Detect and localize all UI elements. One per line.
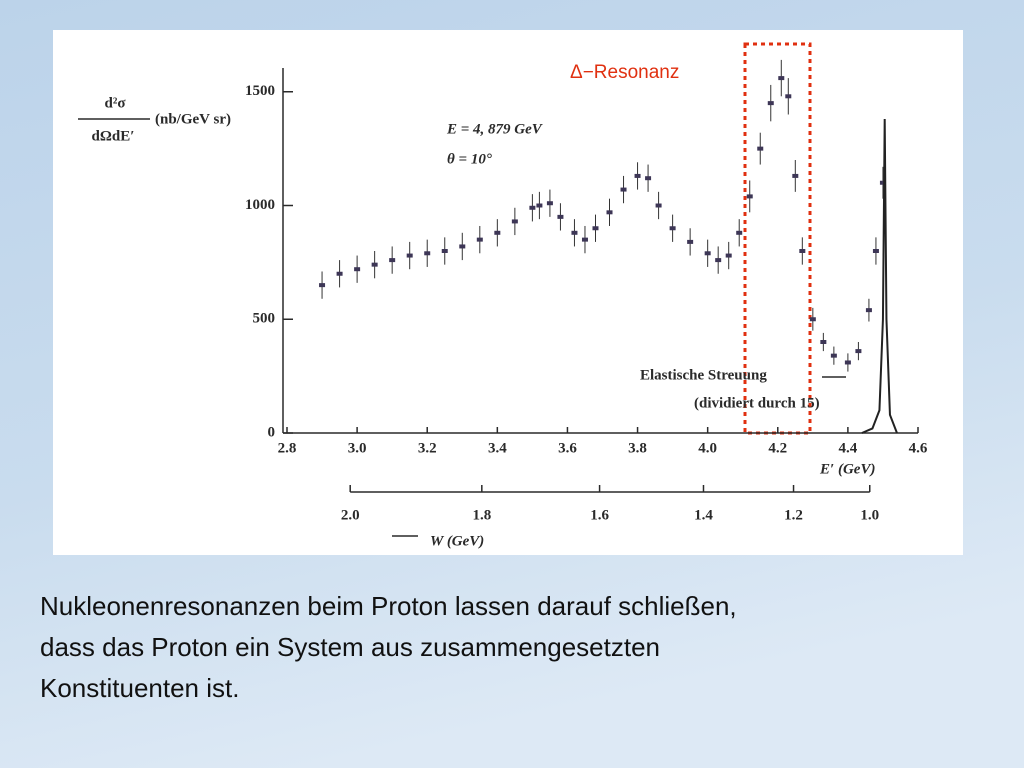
data-point	[879, 180, 886, 185]
highlight-label: Δ−Resonanz	[570, 62, 679, 83]
data-point	[655, 203, 662, 208]
data-point	[855, 349, 862, 354]
x-tick-label: 2.8	[278, 440, 297, 456]
data-point	[687, 239, 694, 244]
data-point	[844, 360, 851, 365]
data-point	[571, 230, 578, 235]
x-tick-label: 3.8	[628, 440, 647, 456]
y-tick-label: 500	[253, 311, 276, 327]
data-point	[546, 201, 553, 206]
x-tick-label: 3.4	[488, 440, 507, 456]
data-point	[725, 253, 732, 258]
data-point	[529, 205, 536, 210]
x2-tick-label: 1.8	[472, 507, 491, 523]
caption-line: Nukleonenresonanzen beim Proton lassen d…	[40, 591, 737, 621]
data-point	[557, 214, 564, 219]
data-point	[785, 94, 792, 99]
x2-tick-label: 1.4	[694, 507, 713, 523]
data-point	[371, 262, 378, 267]
data-point	[809, 317, 816, 322]
data-point	[606, 210, 613, 215]
data-point	[645, 176, 652, 181]
y-label-denominator: dΩdE′	[92, 128, 135, 144]
data-point	[536, 203, 543, 208]
x2-tick-label: 1.2	[784, 507, 803, 523]
annotation-elastic-2: (dividiert durch 15)	[694, 395, 820, 411]
elastic-peak	[861, 119, 898, 434]
x2-tick-label: 1.0	[860, 507, 879, 523]
x-tick-label: 4.2	[768, 440, 787, 456]
data-point	[792, 173, 799, 178]
y-tick-label: 1000	[245, 197, 275, 213]
data-point	[511, 219, 518, 224]
caption-line: Konstituenten ist.	[40, 673, 239, 703]
data-point	[406, 253, 413, 258]
data-point	[746, 194, 753, 199]
highlight-box	[743, 42, 812, 435]
data-point	[494, 230, 501, 235]
data-point	[424, 251, 431, 256]
x2-tick-label: 1.6	[590, 507, 609, 523]
x-tick-label: 3.0	[348, 440, 367, 456]
data-point	[319, 283, 326, 288]
data-point	[389, 258, 396, 263]
data-point	[872, 249, 879, 253]
data-point	[592, 226, 599, 231]
y-tick-label: 0	[268, 424, 276, 440]
data-point	[620, 187, 627, 192]
annotation-elastic: Elastische Streuung	[640, 367, 767, 383]
data-point	[476, 237, 483, 242]
x-tick-label: 3.2	[418, 440, 437, 456]
x-tick-label: 4.4	[839, 440, 858, 456]
data-point	[799, 249, 806, 253]
y-label-numerator: d²σ	[105, 95, 127, 111]
data-point	[715, 258, 722, 263]
data-point	[736, 230, 743, 235]
data-point	[634, 173, 641, 178]
data-point	[757, 146, 764, 151]
data-point	[336, 271, 343, 276]
annotation-angle: θ = 10°	[447, 151, 492, 167]
data-point	[459, 244, 466, 249]
data-point	[669, 226, 676, 231]
data-point	[354, 267, 361, 272]
annotation-energy: E = 4, 879 GeV	[446, 121, 544, 137]
data-point	[778, 76, 785, 81]
data-point	[820, 340, 827, 344]
data-point	[767, 101, 774, 106]
y-label-units: (nb/GeV sr)	[155, 111, 231, 127]
data-point	[865, 308, 872, 313]
x-label: E′ (GeV)	[819, 461, 875, 477]
caption-line: dass das Proton ein System aus zusammeng…	[40, 632, 660, 662]
y-tick-label: 1500	[245, 83, 275, 99]
x-tick-label: 4.0	[698, 440, 717, 456]
data-point	[704, 251, 711, 256]
x-tick-label: 4.6	[909, 440, 928, 456]
data-point	[830, 353, 837, 358]
x2-tick-label: 2.0	[341, 507, 360, 523]
x-tick-label: 3.6	[558, 440, 577, 456]
data-point	[581, 237, 588, 242]
x2-label: W (GeV)	[430, 533, 484, 549]
data-point	[441, 249, 448, 253]
